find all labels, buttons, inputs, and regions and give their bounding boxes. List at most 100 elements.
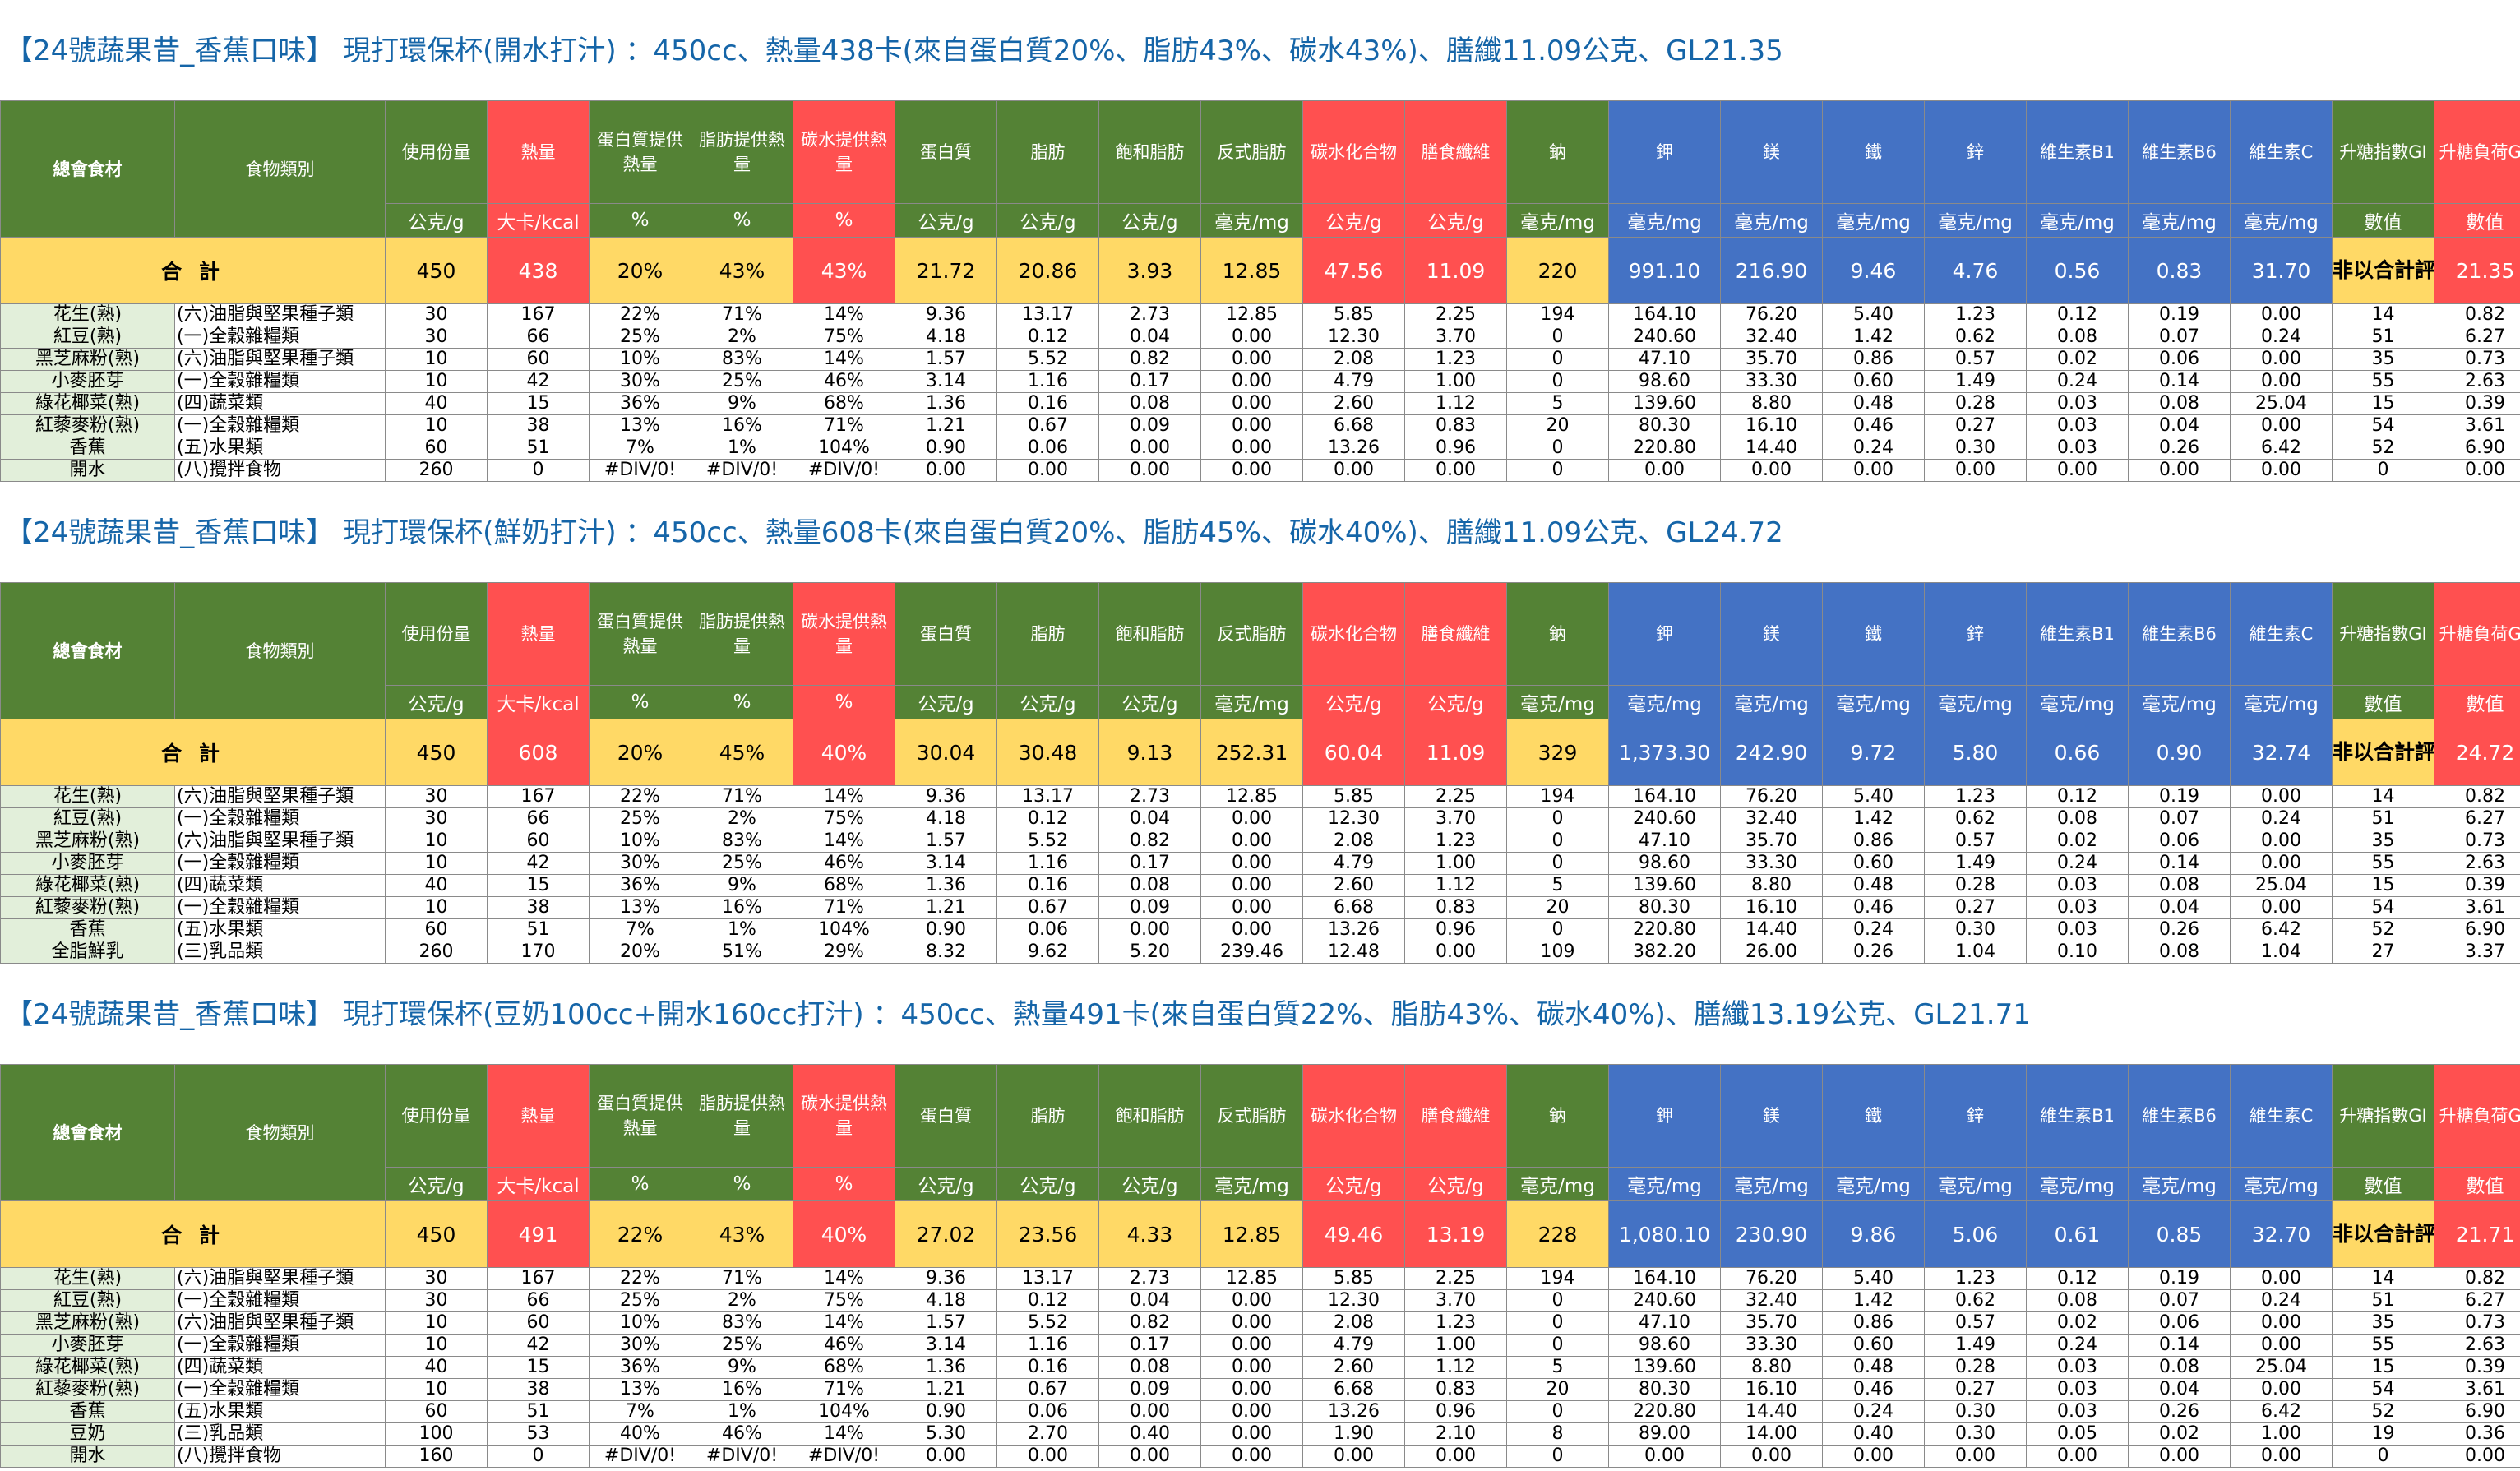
data-cell: 68% bbox=[793, 1356, 895, 1379]
column-header-protein_pct: 蛋白質提供熱量 bbox=[589, 100, 691, 204]
data-cell: 5.20 bbox=[1098, 941, 1201, 964]
table-row: 黑芝麻粉(熟) (六)油脂與堅果種子類 10 60 10% 83% 14% 1.57 5.52 0… bbox=[0, 348, 2520, 371]
data-cell: 0.08 bbox=[2128, 941, 2231, 964]
data-cell: 3.61 bbox=[2434, 414, 2520, 437]
data-cell: 0.00 bbox=[2230, 1334, 2333, 1357]
data-cell: 25.04 bbox=[2230, 1356, 2333, 1379]
data-cell: 0.28 bbox=[1924, 874, 2027, 897]
data-cell: 0.00 bbox=[1200, 896, 1303, 919]
data-cell: 14% bbox=[793, 1267, 895, 1290]
unit-cell: 毫克/mg bbox=[1506, 685, 1609, 719]
data-cell: 10 bbox=[385, 370, 488, 393]
column-header-transfat: 反式脂肪 bbox=[1200, 100, 1303, 204]
data-cell: 0.00 bbox=[1200, 326, 1303, 349]
food-category: (四)蔬菜類 bbox=[174, 1356, 386, 1379]
unit-cell: 公克/g bbox=[895, 203, 997, 238]
data-cell: 0.67 bbox=[996, 414, 1099, 437]
column-header-carb: 碳水化合物 bbox=[1302, 100, 1405, 204]
data-cell: 71% bbox=[793, 896, 895, 919]
data-cell: 5.85 bbox=[1302, 785, 1405, 808]
data-cell: 12.85 bbox=[1200, 785, 1303, 808]
data-cell: 0.08 bbox=[1098, 1356, 1201, 1379]
data-cell: 6.68 bbox=[1302, 896, 1405, 919]
data-cell: 9% bbox=[691, 392, 793, 415]
data-cell: 16.10 bbox=[1720, 1378, 1823, 1401]
unit-cell: % bbox=[589, 1167, 691, 1201]
data-cell: 3.70 bbox=[1404, 326, 1507, 349]
data-cell: 25% bbox=[691, 370, 793, 393]
data-cell: 3.70 bbox=[1404, 807, 1507, 830]
data-cell: 14% bbox=[793, 303, 895, 326]
food-category: (一)全穀雜糧類 bbox=[174, 1289, 386, 1312]
data-cell: 71% bbox=[691, 1267, 793, 1290]
unit-cell: 公克/g bbox=[1404, 203, 1507, 238]
data-cell: 14 bbox=[2332, 303, 2434, 326]
total-cell: 9.46 bbox=[1822, 237, 1925, 304]
data-cell: 29% bbox=[793, 941, 895, 964]
data-cell: 1.36 bbox=[895, 874, 997, 897]
total-cell: 20% bbox=[589, 719, 691, 786]
data-cell: 55 bbox=[2332, 370, 2434, 393]
data-cell: 0.00 bbox=[1200, 830, 1303, 853]
column-header-vc: 維生素C bbox=[2230, 1064, 2333, 1168]
ingredient-name: 紅藜麥粉(熟) bbox=[0, 896, 175, 919]
data-cell: 104% bbox=[793, 918, 895, 941]
table-row: 紅豆(熟) (一)全穀雜糧類 30 66 25% 2% 75% 4.18 0.12 0.04 0.0… bbox=[0, 1289, 2520, 1312]
total-cell: 31.70 bbox=[2230, 237, 2333, 304]
data-cell: 1.00 bbox=[1404, 370, 1507, 393]
data-cell: 0.16 bbox=[996, 1356, 1099, 1379]
data-cell: 0.09 bbox=[1098, 1378, 1201, 1401]
data-cell: 0.00 bbox=[2230, 370, 2333, 393]
data-cell: 0.05 bbox=[2026, 1422, 2129, 1446]
total-cell: 230.90 bbox=[1720, 1200, 1823, 1268]
gi-total-note: 非以合計評量 bbox=[2332, 237, 2434, 304]
data-cell: 0.16 bbox=[996, 874, 1099, 897]
total-cell: 24.72 bbox=[2434, 719, 2520, 786]
data-cell: 33.30 bbox=[1720, 1334, 1823, 1357]
unit-cell: 公克/g bbox=[385, 1167, 488, 1201]
total-cell: 22% bbox=[589, 1200, 691, 1268]
food-category: (三)乳品類 bbox=[174, 941, 386, 964]
data-cell: 0.00 bbox=[1822, 1445, 1925, 1468]
data-cell: 3.61 bbox=[2434, 1378, 2520, 1401]
data-cell: 0.00 bbox=[1822, 459, 1925, 482]
data-cell: 25% bbox=[691, 852, 793, 875]
data-cell: 80.30 bbox=[1608, 896, 1721, 919]
total-cell: 5.80 bbox=[1924, 719, 2027, 786]
data-cell: 0.00 bbox=[2230, 348, 2333, 371]
table-row: 紅豆(熟) (一)全穀雜糧類 30 66 25% 2% 75% 4.18 0.12 0.04 0.0… bbox=[0, 326, 2520, 349]
data-cell: 220.80 bbox=[1608, 437, 1721, 460]
ingredient-name: 紅豆(熟) bbox=[0, 807, 175, 830]
column-header-protein_pct: 蛋白質提供熱量 bbox=[589, 582, 691, 686]
data-cell: 20% bbox=[589, 941, 691, 964]
unit-cell: 毫克/mg bbox=[1822, 203, 1925, 238]
data-cell: 6.68 bbox=[1302, 1378, 1405, 1401]
data-cell: 164.10 bbox=[1608, 1267, 1721, 1290]
data-cell: 1.12 bbox=[1404, 1356, 1507, 1379]
data-cell: 0.00 bbox=[1098, 1445, 1201, 1468]
data-cell: 6.90 bbox=[2434, 1400, 2520, 1423]
column-header-carb: 碳水化合物 bbox=[1302, 1064, 1405, 1168]
column-header-satfat: 飽和脂肪 bbox=[1098, 1064, 1201, 1168]
data-cell: 0.00 bbox=[1608, 1445, 1721, 1468]
data-cell: 10% bbox=[589, 830, 691, 853]
data-cell: 0.00 bbox=[2434, 1445, 2520, 1468]
data-cell: 0.02 bbox=[2026, 348, 2129, 371]
food-category: (一)全穀雜糧類 bbox=[174, 1334, 386, 1357]
data-cell: 8 bbox=[1506, 1422, 1609, 1446]
data-cell: 0.00 bbox=[1200, 874, 1303, 897]
data-cell: 0.08 bbox=[1098, 392, 1201, 415]
data-cell: 139.60 bbox=[1608, 1356, 1721, 1379]
data-cell: 0.82 bbox=[2434, 1267, 2520, 1290]
data-cell: 0.00 bbox=[2230, 830, 2333, 853]
column-header-b6: 維生素B6 bbox=[2128, 100, 2231, 204]
data-cell: 14% bbox=[793, 1311, 895, 1335]
data-cell: 0.48 bbox=[1822, 874, 1925, 897]
data-cell: 0 bbox=[1506, 852, 1609, 875]
data-cell: 0.00 bbox=[895, 459, 997, 482]
ingredient-name: 香蕉 bbox=[0, 918, 175, 941]
data-cell: 76.20 bbox=[1720, 1267, 1823, 1290]
data-cell: 6.42 bbox=[2230, 918, 2333, 941]
food-category: (六)油脂與堅果種子類 bbox=[174, 303, 386, 326]
